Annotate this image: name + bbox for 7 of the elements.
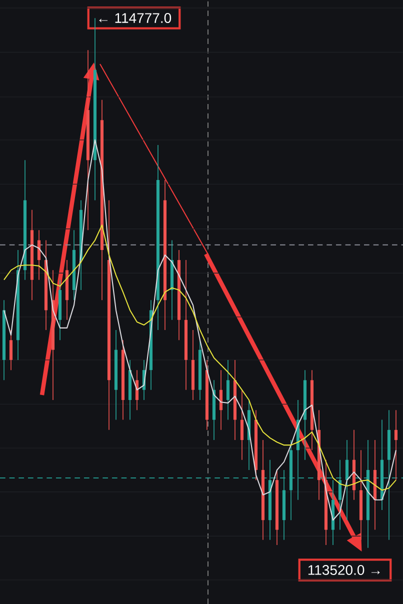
candlestick [394,410,398,480]
candlestick [219,370,223,430]
candlestick [9,330,13,370]
candlestick [226,360,230,420]
annotation: ← 114777.0 [99,13,172,23]
candlestick [240,389,244,460]
annotation: 113520.0 → [308,565,380,575]
